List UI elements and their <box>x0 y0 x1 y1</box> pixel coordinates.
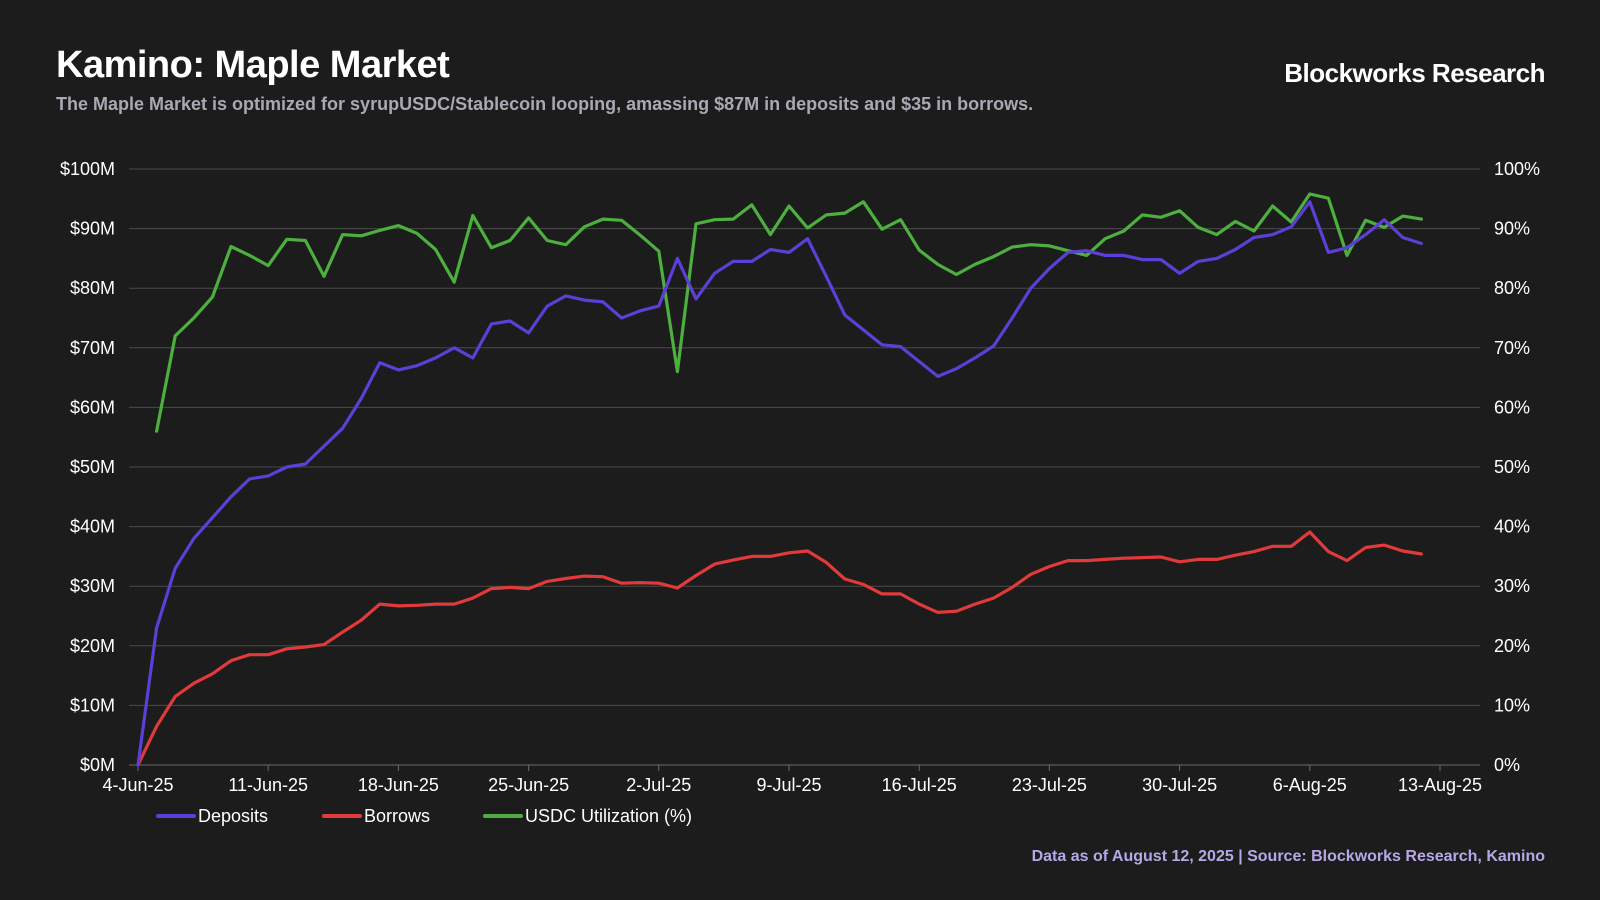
y-left-tick-label: $100M <box>60 159 115 179</box>
y-right-tick-label: 70% <box>1494 338 1530 358</box>
y-right-tick-label: 90% <box>1494 219 1530 239</box>
x-tick-label: 25-Jun-25 <box>488 775 569 795</box>
x-tick-label: 30-Jul-25 <box>1142 775 1217 795</box>
borrows-series-line <box>136 530 1424 767</box>
x-tick-label: 13-Aug-25 <box>1398 775 1482 795</box>
x-tick-label: 2-Jul-25 <box>626 775 691 795</box>
deposits-series-line <box>136 200 1424 767</box>
chart-subtitle: The Maple Market is optimized for syrupU… <box>56 93 1034 114</box>
y-left-tick-label: $20M <box>70 636 115 656</box>
y-left-tick-label: $90M <box>70 219 115 239</box>
y-left-tick-label: $0M <box>80 755 115 775</box>
y-left-tick-label: $50M <box>70 457 115 477</box>
x-tick-label: 16-Jul-25 <box>882 775 957 795</box>
legend-label-borrows: Borrows <box>364 806 430 826</box>
y-right-tick-label: 20% <box>1494 636 1530 656</box>
legend-label-usdc-utilization: USDC Utilization (%) <box>525 806 692 826</box>
legend-label-deposits: Deposits <box>198 806 268 826</box>
usdc-utilization-series-line <box>155 192 1424 433</box>
x-tick-label: 9-Jul-25 <box>756 775 821 795</box>
y-right-tick-label: 40% <box>1494 517 1530 537</box>
y-right-tick-label: 50% <box>1494 457 1530 477</box>
y-right-tick-label: 10% <box>1494 695 1530 715</box>
x-tick-label: 18-Jun-25 <box>358 775 439 795</box>
legend: Deposits Borrows USDC Utilization (%) <box>156 806 692 826</box>
brand-logo-text: Blockworks Research <box>1284 58 1545 88</box>
y-right-tick-label: 80% <box>1494 278 1530 298</box>
y-left-tick-label: $60M <box>70 397 115 417</box>
chart-header: Kamino: Maple Market The Maple Market is… <box>56 44 1544 115</box>
y-right-tick-label: 30% <box>1494 576 1530 596</box>
y-left-tick-label: $30M <box>70 576 115 596</box>
axis-labels: $0M 0% $10M 10% $20M 20% $30M 30% $40M 40% $50M 50%… <box>60 159 1540 795</box>
y-left-tick-label: $10M <box>70 695 115 715</box>
y-right-tick-label: 100% <box>1494 159 1540 179</box>
y-left-tick-label: $80M <box>70 278 115 298</box>
y-right-tick-label: 60% <box>1494 397 1530 417</box>
x-tick-label: 23-Jul-25 <box>1012 775 1087 795</box>
x-tick-label: 11-Jun-25 <box>228 775 308 795</box>
chart-title: Kamino: Maple Market <box>56 44 450 86</box>
x-tick-label: 4-Jun-25 <box>102 775 173 795</box>
x-tick-label: 6-Aug-25 <box>1273 775 1347 795</box>
series-lines <box>136 192 1424 767</box>
y-right-tick-label: 0% <box>1494 755 1520 775</box>
y-left-tick-label: $40M <box>70 517 115 537</box>
source-note: Data as of August 12, 2025 | Source: Blo… <box>1031 848 1545 865</box>
y-left-tick-label: $70M <box>70 338 115 358</box>
